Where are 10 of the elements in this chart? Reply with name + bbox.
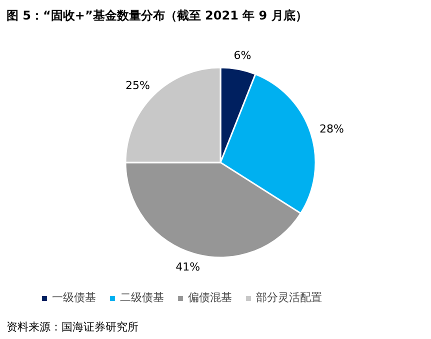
legend-label: 一级债基	[52, 290, 96, 305]
legend-label: 部分灵活配置	[256, 290, 322, 305]
data-label: 41%	[176, 260, 200, 274]
data-label: 6%	[234, 48, 252, 62]
legend-label: 偏债混基	[188, 290, 232, 305]
legend-label: 二级债基	[120, 290, 164, 305]
data-label: 25%	[126, 78, 150, 92]
data-label: 28%	[320, 122, 344, 136]
text: 资料来源：国海证券研究所	[6, 320, 138, 334]
chart-title: 图 5：“固收+”基金数量分布（截至 2021 年 9 月底）	[6, 8, 308, 22]
